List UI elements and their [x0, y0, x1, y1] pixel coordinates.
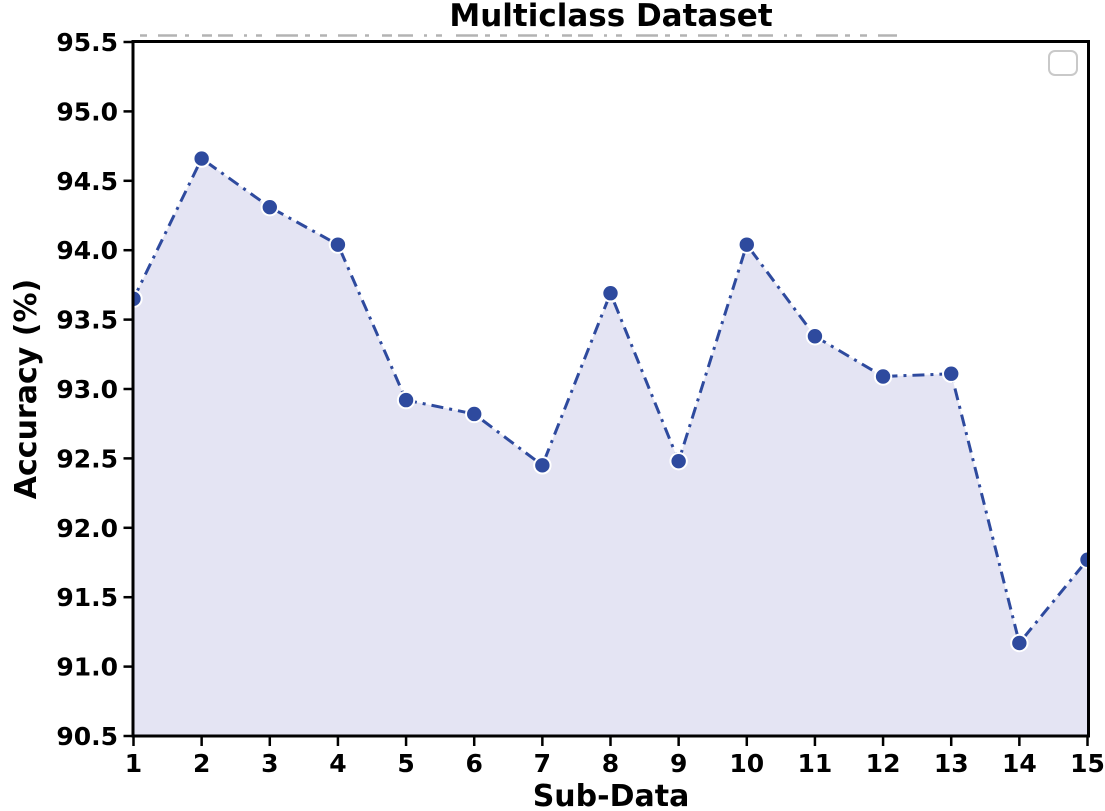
- y-tick-label: 92.5: [56, 444, 118, 473]
- data-point: [737, 235, 756, 254]
- data-point: [396, 390, 416, 410]
- data-point: [805, 327, 825, 346]
- data-point: [601, 284, 620, 303]
- x-tick-label: 15: [1070, 749, 1105, 778]
- y-tick-label: 95.5: [56, 28, 118, 57]
- y-tick-label: 91.5: [56, 583, 118, 612]
- x-tick-label: 1: [125, 749, 142, 778]
- data-point: [192, 149, 211, 168]
- y-tick-label: 94.0: [56, 236, 118, 265]
- data-point: [533, 456, 552, 475]
- x-tick-label: 11: [798, 749, 833, 778]
- data-point: [1010, 633, 1029, 653]
- x-tick-label: 13: [934, 749, 969, 778]
- x-axis-label: Sub-Data: [533, 779, 690, 811]
- y-tick-label: 92.0: [56, 514, 118, 543]
- chart-title: Multiclass Dataset: [449, 0, 772, 34]
- x-tick-label: 2: [193, 749, 210, 778]
- data-point: [328, 235, 348, 254]
- x-tick-label: 6: [466, 749, 483, 778]
- data-point: [260, 197, 279, 217]
- x-tick-label: 5: [397, 749, 414, 778]
- data-point: [669, 451, 688, 471]
- plot-area: 1 2 3 4 5 6 7 8 9 10 11 12 13 14 1590.591.091.592.092.…: [56, 28, 1105, 778]
- y-tick-label: 90.5: [56, 722, 118, 751]
- data-point: [942, 364, 961, 383]
- data-point: [465, 404, 484, 424]
- x-tick-label: 14: [1002, 749, 1037, 778]
- data-point: [873, 367, 893, 386]
- x-tick-label: 8: [602, 749, 619, 778]
- y-tick-label: 95.0: [56, 97, 118, 126]
- x-tick-label: 12: [866, 749, 901, 778]
- y-tick-label: 94.5: [56, 167, 118, 196]
- data-area: [133, 158, 1088, 736]
- y-tick-label: 93.5: [56, 306, 118, 335]
- x-tick-label: 3: [261, 749, 278, 778]
- x-tick-label: 9: [670, 749, 687, 778]
- x-tick-label: 7: [534, 749, 551, 778]
- y-tick-label: 91.0: [56, 653, 118, 682]
- legend-box: [1048, 50, 1078, 76]
- x-tick-label: 4: [329, 749, 346, 778]
- x-tick-label: 10: [729, 749, 764, 778]
- y-axis-label: Accuracy (%): [9, 279, 44, 499]
- y-tick-label: 93.0: [56, 375, 118, 404]
- axes-spines: [131, 40, 1090, 738]
